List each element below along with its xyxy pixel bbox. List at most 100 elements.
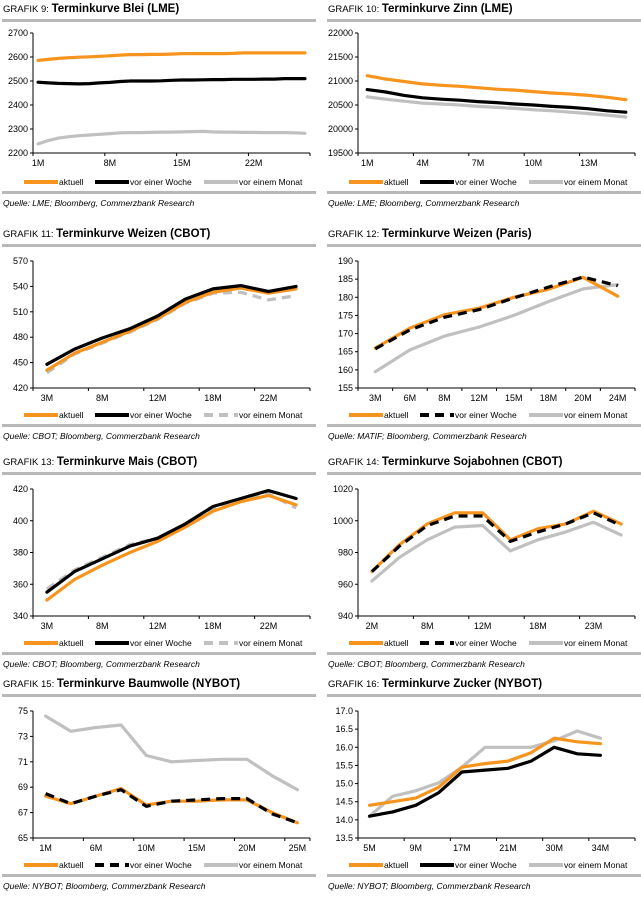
legend-swatch: [349, 641, 383, 645]
x-tick-label: 8M: [104, 158, 117, 168]
x-tick-label: 1M: [32, 158, 45, 168]
legend-item-aktuell: aktuell: [24, 410, 84, 420]
chart-legend: aktuell vor einer Woche vor einem Monat: [0, 860, 316, 874]
legend-item-woche: vor einer Woche: [95, 638, 192, 648]
source-separator: [2, 874, 316, 877]
series-line-woche: [374, 275, 619, 351]
legend-item-monat: vor einem Monat: [204, 638, 302, 648]
series-line-monat: [367, 729, 602, 818]
y-tick-label: 21000: [328, 76, 353, 86]
title-separator: [327, 19, 641, 22]
x-tick-label: 15M: [505, 393, 523, 403]
chart-title: GRAFIK 11: Terminkurve Weizen (CBOT): [3, 228, 210, 240]
legend-item-monat: vor einem Monat: [529, 860, 627, 870]
x-tick-label: 3M: [369, 393, 382, 403]
legend-label: aktuell: [59, 638, 84, 648]
series-line-woche: [36, 76, 307, 86]
chart-title-prefix: GRAFIK 13:: [3, 457, 57, 468]
legend-item-aktuell: aktuell: [24, 860, 84, 870]
series-line-aktuell: [45, 286, 298, 372]
legend-label: aktuell: [384, 410, 409, 420]
y-tick-label: 75: [18, 706, 28, 716]
y-tick-label: 160: [338, 365, 353, 375]
series-line-monat: [46, 290, 297, 375]
y-tick-label: 175: [338, 310, 353, 320]
chart-title: GRAFIK 10: Terminkurve Zinn (LME): [328, 3, 513, 15]
line-chart: 2200 2300 2400 2500 2600 2700 1M 8M 15M 22M: [8, 28, 311, 168]
x-tick-label: 20M: [238, 843, 256, 853]
chart-panel-g14: GRAFIK 14: Terminkurve Sojabohnen (CBOT)…: [325, 453, 641, 675]
x-tick-label: 3M: [41, 621, 54, 631]
chart-source: Quelle: LME; Bloomberg, Commerzbank Rese…: [328, 198, 520, 208]
x-tick-label: 18M: [540, 393, 558, 403]
x-tick-label: 15M: [173, 158, 191, 168]
chart-legend: aktuell vor einer Woche vor einem Monat: [325, 638, 641, 652]
series-line-monat: [365, 95, 628, 119]
series-line-woche: [45, 488, 298, 594]
x-tick-label: 23M: [585, 621, 603, 631]
chart-panel-g16: GRAFIK 16: Terminkurve Zucker (NYBOT) 13.…: [325, 675, 641, 897]
y-tick-label: 340: [13, 611, 28, 621]
series-line-monat: [43, 714, 299, 792]
y-tick-label: 2200: [8, 148, 28, 158]
y-tick-label: 14.0: [335, 815, 353, 825]
y-tick-label: 170: [338, 329, 353, 339]
x-tick-label: 13M: [580, 158, 598, 168]
source-separator: [327, 874, 641, 877]
chart-title-prefix: GRAFIK 12:: [328, 229, 382, 240]
x-tick-label: 22M: [260, 393, 278, 403]
line-chart: 65 67 69 71 73 75 1M 6M 10M 15M 20M 25M: [18, 706, 311, 853]
legend-label: vor einer Woche: [455, 638, 517, 648]
y-tick-label: 19500: [328, 148, 353, 158]
legend-label: vor einem Monat: [239, 410, 303, 420]
y-tick-label: 22000: [328, 28, 353, 38]
legend-item-woche: vor einer Woche: [420, 177, 517, 187]
x-tick-label: 10M: [525, 158, 543, 168]
y-tick-label: 2500: [8, 76, 28, 86]
chart-panel-g11: GRAFIK 11: Terminkurve Weizen (CBOT) 420 4…: [0, 225, 316, 447]
legend-label: vor einer Woche: [130, 410, 192, 420]
chart-title-prefix: GRAFIK 10:: [328, 4, 382, 15]
legend-swatch: [349, 180, 383, 184]
legend-item-aktuell: aktuell: [24, 638, 84, 648]
series-line-aktuell: [365, 74, 628, 102]
series-line-woche: [45, 788, 298, 825]
chart-title: GRAFIK 16: Terminkurve Zucker (NYBOT): [328, 678, 542, 690]
y-tick-label: 420: [13, 383, 28, 393]
x-tick-label: 12M: [149, 393, 167, 403]
legend-label: aktuell: [384, 177, 409, 187]
title-separator: [327, 694, 641, 697]
y-tick-label: 2400: [8, 100, 28, 110]
chart-title: GRAFIK 14: Terminkurve Sojabohnen (CBOT): [328, 456, 562, 468]
x-tick-label: 10M: [138, 843, 156, 853]
legend-label: vor einer Woche: [455, 177, 517, 187]
legend-swatch: [204, 413, 238, 417]
series-line-woche: [367, 745, 602, 818]
chart-title: GRAFIK 15: Terminkurve Baumwolle (NYBOT): [3, 678, 240, 690]
chart-source: Quelle: CBOT; Bloomberg, Commerzbank Res…: [328, 659, 525, 669]
line-chart: 155 160 165 170 175 180 185 190 3M 6M 8M 12M 15M 18M 2…: [338, 256, 636, 403]
legend-label: vor einer Woche: [130, 638, 192, 648]
chart-panel-g10: GRAFIK 10: Terminkurve Zinn (LME) 19500 20…: [325, 0, 641, 218]
x-tick-label: 2M: [366, 621, 379, 631]
x-tick-label: 8M: [96, 393, 109, 403]
x-tick-label: 17M: [453, 843, 471, 853]
y-tick-label: 15.5: [335, 760, 353, 770]
chart-legend: aktuell vor einer Woche vor einem Monat: [0, 177, 316, 191]
x-tick-label: 22M: [260, 621, 278, 631]
legend-label: vor einer Woche: [130, 177, 192, 187]
legend-swatch: [420, 641, 454, 645]
series-line-monat: [370, 520, 623, 583]
line-chart: 340 360 380 400 420 3M 8M 12M 18M 22M: [13, 484, 311, 631]
y-tick-label: 20000: [328, 124, 353, 134]
title-separator: [327, 244, 641, 247]
legend-label: vor einem Monat: [564, 638, 628, 648]
y-tick-label: 16.0: [335, 742, 353, 752]
y-tick-label: 360: [13, 579, 28, 589]
chart-title-text: Terminkurve Weizen (CBOT): [56, 228, 211, 240]
legend-item-aktuell: aktuell: [349, 638, 409, 648]
y-tick-label: 2300: [8, 124, 28, 134]
x-tick-label: 30M: [545, 843, 563, 853]
source-separator: [2, 652, 316, 655]
y-tick-label: 1000: [333, 516, 353, 526]
